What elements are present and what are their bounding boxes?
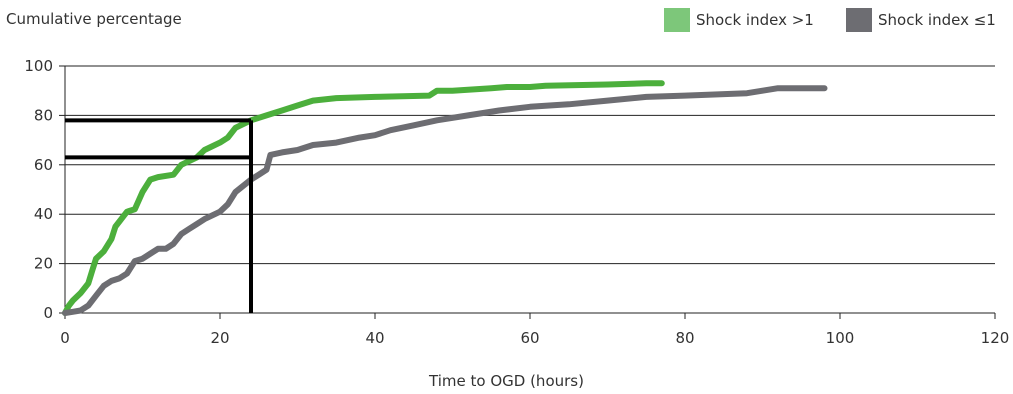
x-tick-label-0: 0	[60, 329, 70, 347]
x-tick-label-5: 100	[826, 329, 855, 347]
legend-label-shock-low: Shock index ≤1	[878, 11, 996, 29]
y-tick-label-2: 40	[34, 205, 53, 223]
y-tick-label-4: 80	[34, 106, 53, 124]
x-axis-title: Time to OGD (hours)	[429, 372, 584, 390]
y-tick-label-3: 60	[34, 156, 53, 174]
series-line-1	[62, 85, 828, 316]
y-tick-label-0: 0	[43, 304, 53, 322]
y-tick-label-5: 100	[24, 57, 53, 75]
legend-item-shock-low: Shock index ≤1	[846, 8, 996, 32]
legend-swatch-shock-high	[664, 8, 690, 32]
x-tick-label-3: 60	[520, 329, 539, 347]
x-tick-label-2: 40	[365, 329, 384, 347]
legend-swatch-shock-low	[846, 8, 872, 32]
series-line-0	[62, 80, 665, 316]
legend-item-shock-high: Shock index >1	[664, 8, 814, 32]
x-tick-label-4: 80	[675, 329, 694, 347]
y-tick-label-1: 20	[34, 255, 53, 273]
y-axis-title: Cumulative percentage	[6, 10, 182, 28]
x-tick-label-6: 120	[981, 329, 1010, 347]
x-tick-label-1: 20	[210, 329, 229, 347]
legend-label-shock-high: Shock index >1	[696, 11, 814, 29]
